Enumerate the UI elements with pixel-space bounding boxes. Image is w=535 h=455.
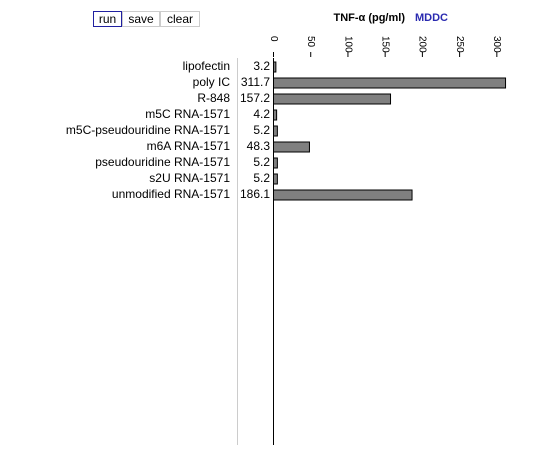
value-label: 3.2 <box>253 59 270 73</box>
chart-title: TNF-α (pg/ml) <box>333 12 405 24</box>
category-label: unmodified RNA-1571 <box>112 187 230 201</box>
bar <box>273 109 278 121</box>
value-label: 4.2 <box>253 107 270 121</box>
category-label: m6A RNA-1571 <box>147 139 231 153</box>
save-button[interactable]: save <box>122 11 160 27</box>
value-label: 5.2 <box>253 171 270 185</box>
bar <box>273 93 392 105</box>
bar <box>273 61 277 73</box>
bar <box>273 173 278 185</box>
category-label: poly IC <box>193 75 231 89</box>
category-label: m5C RNA-1571 <box>145 107 230 121</box>
bar <box>273 157 278 169</box>
bar <box>273 77 507 89</box>
x-tick-label: 300 <box>491 36 502 53</box>
category-label: m5C-pseudouridine RNA-1571 <box>66 123 230 137</box>
x-tick-label: 100 <box>342 36 353 53</box>
value-label: 311.7 <box>241 75 270 89</box>
category-label: lipofectin <box>183 59 230 73</box>
bar <box>273 189 413 201</box>
clear-button[interactable]: clear <box>160 11 200 27</box>
x-tick-label: 150 <box>380 36 391 53</box>
value-label: 157.2 <box>240 91 270 105</box>
category-label: R-848 <box>197 91 230 105</box>
value-label: 5.2 <box>253 123 270 137</box>
chart-subtitle: MDDC <box>415 12 448 24</box>
x-tick-label: 200 <box>417 36 428 53</box>
x-tick-label: 0 <box>268 36 279 42</box>
bar <box>273 141 310 153</box>
value-label: 5.2 <box>253 155 270 169</box>
bar <box>273 125 278 137</box>
x-tick-label: 50 <box>305 36 316 48</box>
value-label: 186.1 <box>240 187 270 201</box>
category-label: s2U RNA-1571 <box>149 171 230 185</box>
run-button[interactable]: run <box>93 11 122 27</box>
x-tick-label: 250 <box>454 36 465 53</box>
category-label: pseudouridine RNA-1571 <box>95 155 230 169</box>
value-label: 48.3 <box>247 139 271 153</box>
